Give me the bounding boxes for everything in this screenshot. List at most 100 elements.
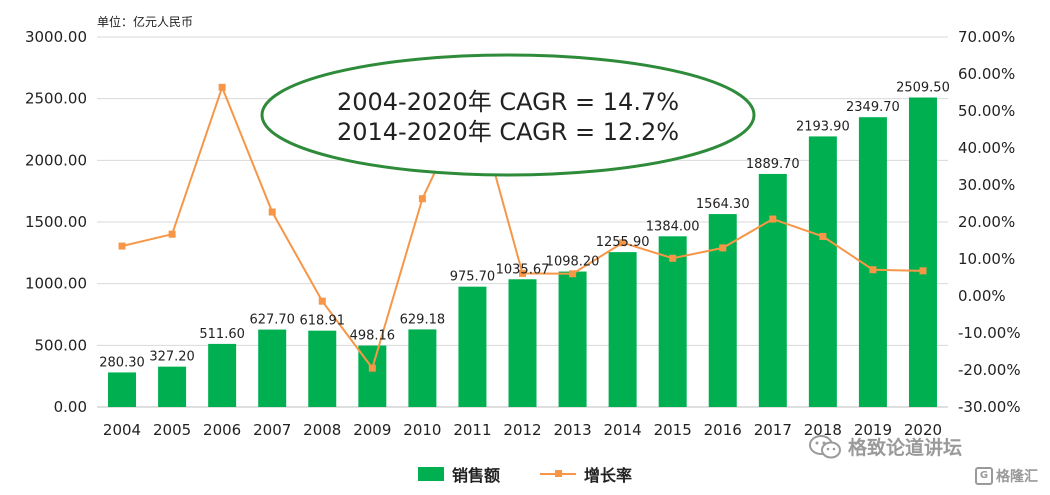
growth-marker — [368, 364, 376, 372]
y-right-tick-label: 30.00% — [958, 176, 1015, 194]
y-right-tick-label: -10.00% — [958, 324, 1021, 342]
cagr-line-1: 2004-2020年 CAGR = 14.7% — [337, 88, 679, 116]
bar — [658, 236, 687, 407]
y-right-tick-label: 20.00% — [958, 213, 1015, 231]
growth-marker — [218, 83, 226, 91]
x-tick-label: 2011 — [453, 421, 491, 439]
x-tick-label: 2012 — [503, 421, 541, 439]
x-tick-label: 2008 — [303, 421, 341, 439]
growth-marker — [418, 195, 426, 203]
y-left-tick-label: 2000.00 — [25, 151, 87, 169]
wechat-icon — [809, 434, 841, 458]
legend: 销售额 增长率 — [0, 462, 1050, 486]
legend-item-growth: 增长率 — [540, 462, 632, 486]
watermark-text: 格致论道讲坛 — [848, 437, 963, 459]
bar — [458, 286, 487, 407]
cagr-line-2: 2014-2020年 CAGR = 12.2% — [337, 118, 679, 146]
y-left-tick-label: 1000.00 — [25, 275, 87, 293]
y-left-tick-label: 1500.00 — [25, 213, 87, 231]
y-right-tick-label: 40.00% — [958, 139, 1015, 157]
growth-marker — [569, 270, 577, 278]
bar-data-label: 511.60 — [199, 327, 245, 342]
bar — [808, 136, 837, 407]
growth-marker — [669, 254, 677, 262]
bar-data-label: 975.70 — [450, 270, 496, 285]
y-right-tick-label: 70.00% — [958, 28, 1015, 46]
bar — [208, 343, 237, 407]
x-tick-label: 2014 — [604, 421, 642, 439]
legend-item-sales: 销售额 — [417, 462, 500, 486]
x-tick-label: 2020 — [904, 421, 942, 439]
y-right-tick-label: -30.00% — [958, 398, 1021, 416]
brand-mark-text: 格隆汇 — [996, 469, 1038, 485]
bar-data-label: 629.18 — [400, 312, 446, 327]
bar-data-label: 2193.90 — [796, 119, 850, 134]
x-tick-label: 2018 — [804, 421, 842, 439]
growth-marker — [919, 267, 927, 275]
growth-marker — [268, 208, 276, 216]
y-right-tick-label: 0.00% — [958, 287, 1006, 305]
growth-marker — [519, 269, 526, 277]
bar — [258, 329, 287, 407]
x-tick-label: 2004 — [103, 421, 141, 439]
x-tick-label: 2009 — [353, 421, 391, 439]
legend-swatch-bar — [417, 467, 444, 481]
growth-marker — [619, 239, 627, 247]
bar — [308, 330, 337, 407]
growth-marker — [118, 242, 126, 250]
g-icon: G — [975, 467, 993, 485]
x-tick-label: 2015 — [654, 421, 692, 439]
bar-data-label: 1255.90 — [596, 235, 650, 250]
bar — [608, 252, 637, 407]
growth-marker — [769, 215, 777, 223]
unit-label: 单位：亿元人民币 — [97, 15, 194, 29]
y-right-tick-label: 50.00% — [958, 102, 1015, 120]
cagr-ellipse — [260, 53, 756, 177]
bar — [558, 271, 587, 407]
x-tick-label: 2013 — [553, 421, 591, 439]
bar-data-label: 2349.70 — [846, 100, 900, 115]
y-left-tick-label: 2500.00 — [25, 90, 87, 108]
growth-marker — [819, 232, 827, 240]
legend-swatch-line — [540, 467, 576, 481]
x-tick-label: 2017 — [754, 421, 792, 439]
growth-marker — [869, 266, 877, 274]
x-tick-label: 2019 — [854, 421, 892, 439]
y-left-tick-label: 0.00 — [54, 398, 87, 416]
bar-data-label: 627.70 — [249, 313, 295, 328]
bar — [858, 117, 887, 407]
bar-data-label: 498.16 — [350, 329, 396, 344]
y-left-tick-label: 3000.00 — [25, 28, 87, 46]
bar-data-label: 1564.30 — [696, 197, 750, 212]
y-right-tick-label: -20.00% — [958, 361, 1021, 379]
x-tick-label: 2005 — [153, 421, 191, 439]
bar — [408, 329, 437, 407]
brand-mark: G 格隆汇 — [975, 466, 1038, 486]
bar-data-label: 1098.20 — [546, 255, 600, 270]
x-tick-label: 2010 — [403, 421, 441, 439]
bar-data-label: 280.30 — [99, 355, 145, 370]
y-left-tick-label: 500.00 — [35, 336, 88, 354]
x-tick-label: 2016 — [704, 421, 742, 439]
bar — [758, 173, 787, 407]
bar-data-label: 327.20 — [149, 350, 195, 365]
bar — [108, 372, 137, 407]
bar-data-label: 1889.70 — [746, 157, 800, 172]
y-right-tick-label: 10.00% — [958, 250, 1015, 268]
legend-label-sales: 销售额 — [451, 466, 500, 485]
bar-data-label: 2509.50 — [896, 80, 950, 95]
bar — [508, 279, 537, 407]
growth-marker — [318, 297, 326, 305]
bar-data-label: 618.91 — [300, 314, 346, 329]
bar-data-label: 1384.00 — [646, 219, 700, 234]
y-right-tick-label: 60.00% — [958, 65, 1015, 83]
bar — [908, 97, 937, 408]
x-tick-label: 2007 — [253, 421, 291, 439]
bar-data-label: 1035.67 — [496, 262, 550, 277]
growth-marker — [719, 244, 727, 252]
legend-label-growth: 增长率 — [584, 466, 633, 485]
growth-marker — [168, 230, 176, 238]
x-tick-label: 2006 — [203, 421, 241, 439]
watermark: 格致论道讲坛 — [808, 433, 962, 460]
